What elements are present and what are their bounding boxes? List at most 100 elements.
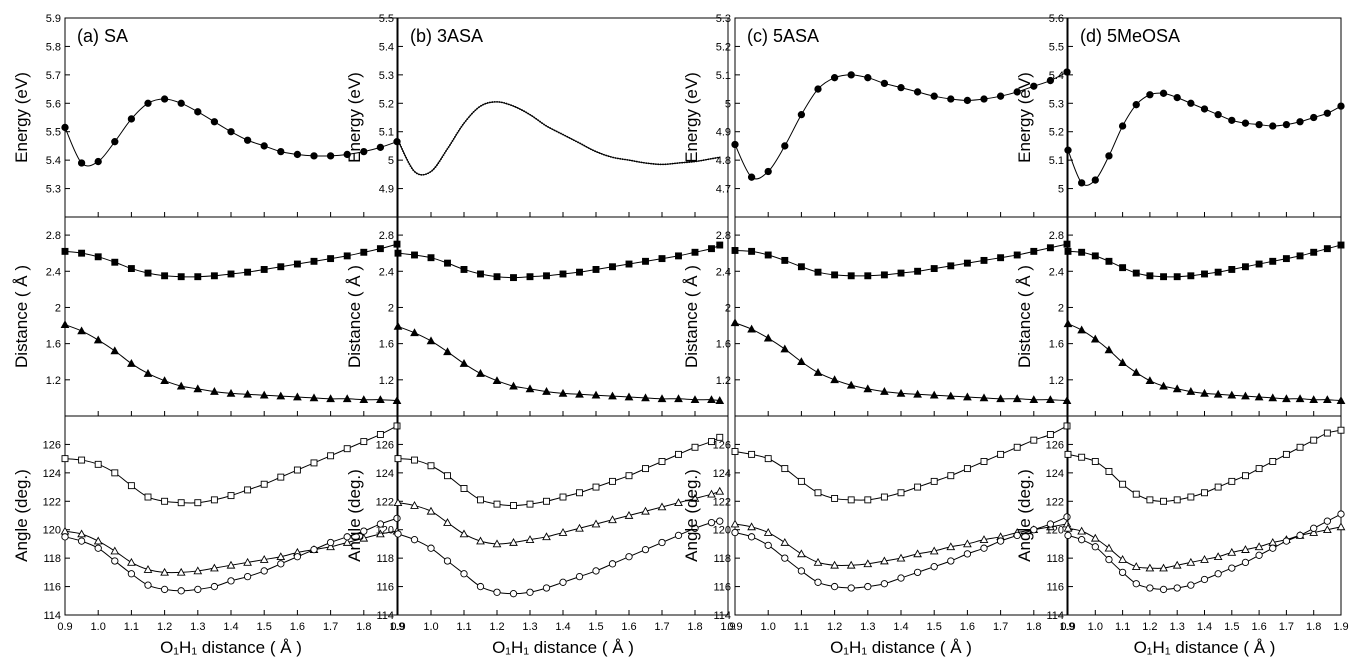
data-point [260,142,268,150]
data-point [616,157,619,160]
x-tick-label: 1.2 [827,621,842,633]
data-point [409,165,412,168]
data-point [549,127,552,130]
data-point [1118,568,1127,577]
data-point [585,145,588,148]
y-tick-label: 5.5 [46,127,61,139]
data-point [434,166,437,168]
x-tick-label: 1.7 [993,621,1008,633]
data-point [690,493,700,502]
data-point [690,395,700,404]
data-point [293,466,301,474]
data-point [583,144,586,147]
series-line [397,490,720,545]
data-point [541,122,543,125]
y-tick-label: 120 [43,525,61,537]
data-point [441,156,444,159]
y-tick-label: 2.8 [1049,230,1064,242]
data-point [293,150,302,159]
data-point [577,141,579,144]
data-point [78,249,86,257]
data-point [93,536,103,545]
plot-frame [397,216,729,417]
data-point [542,387,551,395]
data-point [1323,517,1332,525]
data-point [471,112,473,115]
y-tick-label: 122 [43,496,61,508]
y-tick-label: 5.2 [716,41,731,53]
data-point [420,173,423,176]
data-point [376,245,384,253]
data-point [293,260,301,268]
data-point [897,269,905,277]
data-point [535,117,538,120]
data-point [1091,252,1099,260]
data-point [553,129,556,132]
data-point [716,517,724,525]
data-point [176,567,186,576]
data-point [813,557,823,566]
data-point [591,149,594,152]
data-point [94,157,102,166]
data-point [1030,526,1038,534]
data-point [880,271,888,279]
panel-b-distance: 1.2 1.6 2 2.4 2.8 Distance ( Å ) [345,216,729,417]
data-point [94,544,102,552]
series-filled-square [1064,241,1345,281]
data-point [555,130,558,133]
data-point [443,152,446,154]
data-point [93,335,103,344]
data-point [210,118,219,126]
data-point [394,530,402,538]
data-point [963,550,972,558]
data-point [830,560,839,569]
data-point [226,560,236,569]
data-point [1046,431,1054,438]
data-point [880,580,889,588]
y-tick-label: 1.6 [716,339,731,351]
x-tick-label: 1.6 [1251,621,1266,633]
data-point [980,544,988,552]
x-tick-label: 0.9 [390,621,405,633]
data-point [1213,552,1223,561]
data-point [1310,524,1318,532]
data-point [690,161,693,163]
data-point [410,536,419,544]
x-tick-label: 1.0 [761,621,776,633]
y-tick-label: 5.4 [1049,70,1064,82]
data-point [227,128,235,136]
data-point [747,533,756,541]
data-point [633,160,636,163]
data-point [393,321,403,330]
y-tick-label: 2 [725,302,731,314]
data-point [111,138,119,146]
data-point [674,394,683,403]
panel-a-energy: 5.3 5.4 5.5 5.6 5.7 5.8 5.9 Energy (eV) (a) SA [12,13,401,218]
data-point [127,557,136,566]
y-tick-label: 126 [1046,439,1064,451]
data-point [1255,120,1263,129]
data-point [194,273,202,281]
data-point [638,161,641,163]
data-point [394,455,402,463]
data-point [628,159,631,162]
y-tick-label: 1.2 [379,375,394,387]
data-point [94,460,102,468]
data-point [227,577,235,585]
data-point [929,546,939,555]
data-point [700,159,703,162]
data-point [715,486,725,495]
data-point [575,523,584,532]
y-tick-label: 114 [1046,610,1064,622]
data-point [77,326,86,335]
x-tick-label: 1.6 [960,621,975,633]
data-point [514,106,517,108]
y-tick-label: 1.6 [46,339,61,351]
data-point [400,145,402,148]
series-line [397,436,720,507]
y-tick-label: 5.5 [1049,41,1064,53]
data-point [161,497,169,505]
data-point [476,536,485,545]
data-point [664,163,667,166]
data-point [1172,560,1182,569]
